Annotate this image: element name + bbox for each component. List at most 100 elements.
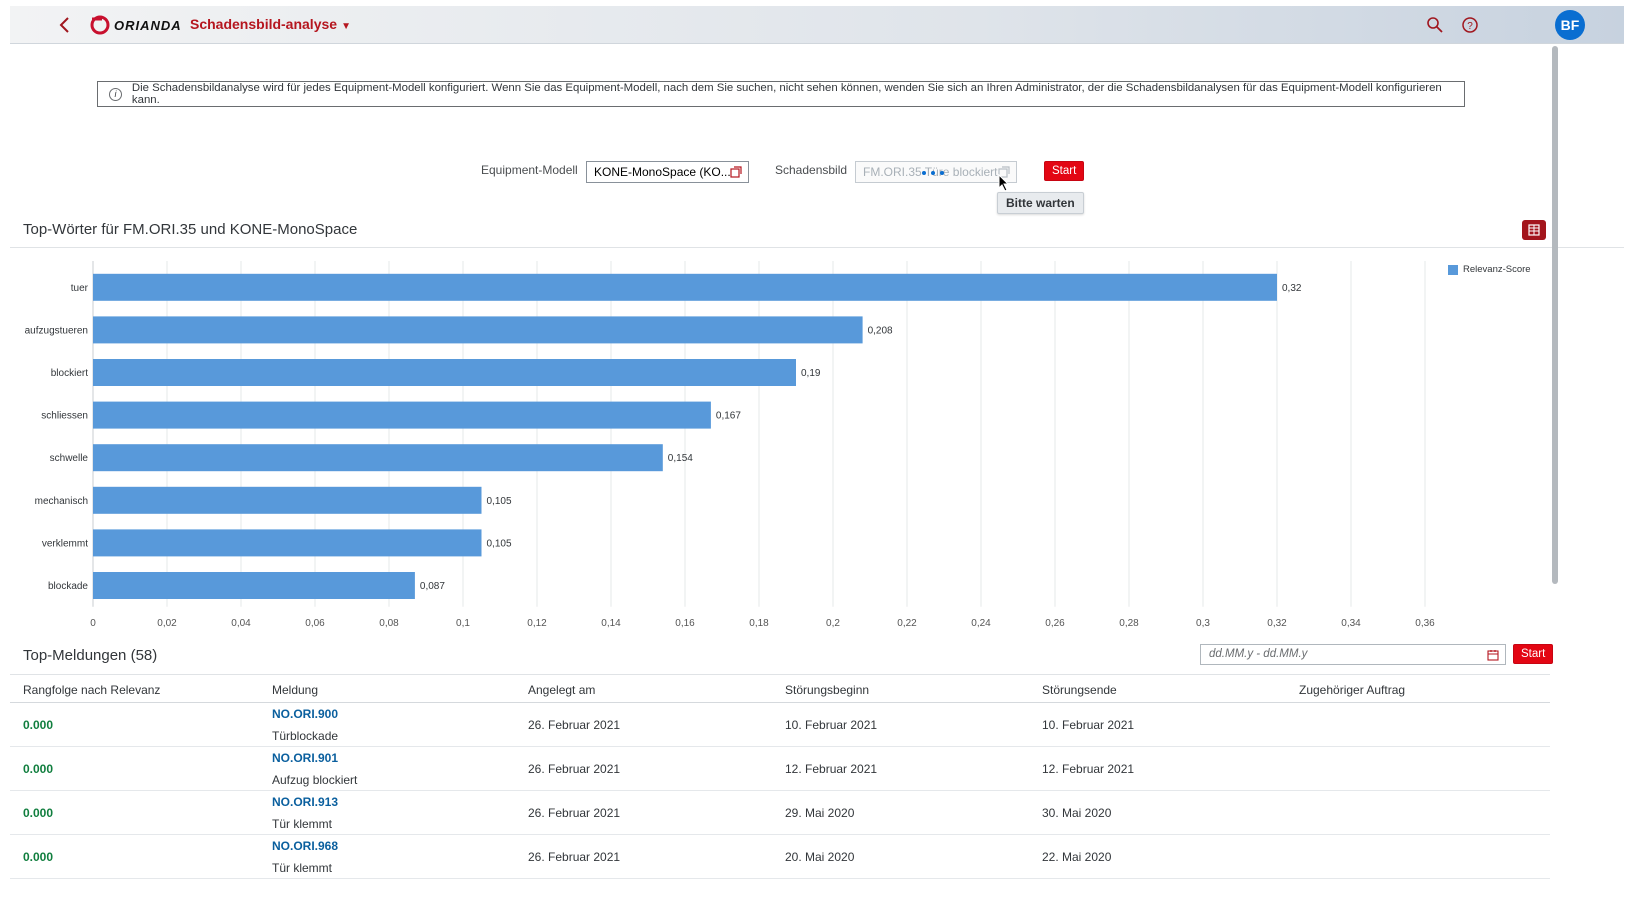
search-button[interactable] bbox=[1425, 15, 1445, 35]
equipment-label: Equipment-Modell bbox=[481, 163, 578, 177]
col-rank[interactable]: Rangfolge nach Relevanz bbox=[23, 683, 161, 697]
category-label: blockiert bbox=[51, 368, 88, 379]
bar bbox=[93, 486, 482, 514]
bar bbox=[93, 316, 863, 344]
value-label: 0,154 bbox=[668, 453, 693, 464]
bar bbox=[93, 273, 1277, 301]
orianda-logo: ORIANDA bbox=[90, 14, 182, 36]
value-label: 0,105 bbox=[487, 496, 512, 507]
damage-input[interactable]: FM.ORI.35 Türe blockiert bbox=[855, 161, 1017, 183]
busy-tooltip: Bitte warten bbox=[997, 192, 1084, 214]
col-notification[interactable]: Meldung bbox=[272, 683, 319, 697]
rank-value: 0.000 bbox=[23, 762, 54, 776]
value-label: 0,19 bbox=[801, 368, 821, 379]
malfunction-start-date: 29. Mai 2020 bbox=[785, 806, 855, 820]
created-date: 26. Februar 2021 bbox=[528, 850, 621, 864]
vertical-scrollbar[interactable] bbox=[1552, 46, 1558, 584]
value-label: 0,32 bbox=[1282, 283, 1302, 294]
table-row[interactable]: 0.000 NO.ORI.900 Türblockade 26. Februar… bbox=[10, 703, 1550, 747]
col-order[interactable]: Zugehöriger Auftrag bbox=[1299, 683, 1406, 697]
table-row[interactable]: 0.000 NO.ORI.968 Tür klemmt 26. Februar … bbox=[10, 835, 1550, 879]
app-frame: ORIANDA Schadensbild-analyse ▼ ? BF i Die… bbox=[10, 6, 1624, 919]
bar bbox=[93, 444, 663, 472]
equipment-value: KONE-MonoSpace (KO... bbox=[594, 165, 731, 179]
category-label: mechanisch bbox=[35, 496, 88, 507]
back-button[interactable] bbox=[54, 14, 76, 36]
rank-value: 0.000 bbox=[23, 718, 54, 732]
damage-label: Schadensbild bbox=[775, 163, 848, 177]
divider bbox=[10, 247, 1624, 248]
search-icon bbox=[1427, 17, 1443, 33]
user-avatar[interactable]: BF bbox=[1555, 10, 1585, 40]
app-title-menu[interactable]: Schadensbild-analyse ▼ bbox=[190, 16, 351, 32]
malfunction-end-date: 30. Mai 2020 bbox=[1042, 806, 1112, 820]
bar bbox=[93, 359, 796, 386]
legend-label: Relevanz-Score bbox=[1463, 264, 1531, 275]
x-tick-label: 0,26 bbox=[1045, 618, 1065, 629]
x-tick-label: 0,32 bbox=[1267, 618, 1287, 629]
category-label: schwelle bbox=[50, 453, 89, 464]
x-tick-label: 0,28 bbox=[1119, 618, 1139, 629]
start-button[interactable]: Start bbox=[1044, 161, 1085, 181]
x-tick-label: 0,02 bbox=[157, 618, 177, 629]
category-label: verklemmt bbox=[42, 538, 88, 549]
col-created[interactable]: Angelegt am bbox=[528, 683, 596, 697]
value-label: 0,167 bbox=[716, 411, 741, 422]
malfunction-start-date: 12. Februar 2021 bbox=[785, 762, 878, 776]
table-row[interactable]: 0.000 NO.ORI.901 Aufzug blockiert 26. Fe… bbox=[10, 747, 1550, 791]
col-malfunction-start[interactable]: Störungsbeginn bbox=[785, 683, 870, 697]
notification-description: Tür klemmt bbox=[272, 817, 332, 831]
malfunction-end-date: 12. Februar 2021 bbox=[1042, 762, 1135, 776]
info-icon: i bbox=[109, 87, 122, 101]
x-tick-label: 0,34 bbox=[1341, 618, 1361, 629]
legend-swatch bbox=[1448, 264, 1458, 275]
help-icon: ? bbox=[1462, 17, 1478, 33]
x-tick-label: 0,36 bbox=[1415, 618, 1435, 629]
value-label: 0,105 bbox=[487, 538, 512, 549]
equipment-input[interactable]: KONE-MonoSpace (KO... bbox=[586, 161, 749, 183]
date-range-input[interactable]: dd.MM.y - dd.MM.y bbox=[1200, 644, 1506, 665]
shell-bar: ORIANDA Schadensbild-analyse ▼ ? BF bbox=[10, 6, 1624, 44]
table-view-icon bbox=[1528, 224, 1540, 236]
x-tick-label: 0,06 bbox=[305, 618, 325, 629]
chart-legend: Relevanz-Score bbox=[1448, 264, 1531, 275]
busy-indicator bbox=[922, 171, 944, 175]
category-label: schliessen bbox=[41, 411, 88, 422]
value-label: 0,087 bbox=[420, 581, 445, 592]
svg-text:?: ? bbox=[1467, 21, 1473, 32]
notification-description: Aufzug blockiert bbox=[272, 773, 358, 787]
bar bbox=[93, 572, 415, 599]
notifications-table: Rangfolge nach Relevanz Meldung Angelegt… bbox=[10, 674, 1550, 879]
table-row[interactable]: 0.000 NO.ORI.913 Tür klemmt 26. Februar … bbox=[10, 791, 1550, 835]
damage-value: FM.ORI.35 Türe blockiert bbox=[863, 165, 998, 179]
notification-description: Türblockade bbox=[272, 729, 339, 743]
x-tick-label: 0,3 bbox=[1196, 618, 1210, 629]
x-tick-label: 0,22 bbox=[897, 618, 917, 629]
table-view-toggle[interactable] bbox=[1522, 220, 1546, 240]
help-button[interactable]: ? bbox=[1460, 15, 1480, 35]
x-tick-label: 0,16 bbox=[675, 618, 695, 629]
notification-link[interactable]: NO.ORI.913 bbox=[272, 795, 339, 809]
notification-link[interactable]: NO.ORI.901 bbox=[272, 751, 339, 765]
x-tick-label: 0,12 bbox=[527, 618, 547, 629]
x-tick-label: 0,04 bbox=[231, 618, 251, 629]
info-strip: i Die Schadensbildanalyse wird für jedes… bbox=[97, 81, 1465, 107]
table-title: Top-Meldungen (58) bbox=[23, 647, 158, 664]
created-date: 26. Februar 2021 bbox=[528, 806, 621, 820]
table-body: 0.000 NO.ORI.900 Türblockade 26. Februar… bbox=[10, 703, 1550, 879]
x-tick-label: 0,1 bbox=[456, 618, 470, 629]
calendar-icon[interactable] bbox=[1487, 649, 1499, 661]
x-tick-label: 0,08 bbox=[379, 618, 399, 629]
notification-description: Tür klemmt bbox=[272, 861, 332, 875]
value-help-icon[interactable] bbox=[998, 166, 1010, 178]
mouse-pointer-icon bbox=[998, 174, 1010, 192]
bar bbox=[93, 401, 711, 429]
rank-value: 0.000 bbox=[23, 850, 54, 864]
table-header: Rangfolge nach Relevanz Meldung Angelegt… bbox=[10, 674, 1550, 703]
col-malfunction-end[interactable]: Störungsende bbox=[1042, 683, 1117, 697]
table-start-button[interactable]: Start bbox=[1513, 644, 1554, 664]
notification-link[interactable]: NO.ORI.900 bbox=[272, 707, 339, 721]
value-help-icon[interactable] bbox=[730, 166, 742, 178]
chevron-left-icon bbox=[59, 17, 69, 33]
notification-link[interactable]: NO.ORI.968 bbox=[272, 839, 339, 853]
